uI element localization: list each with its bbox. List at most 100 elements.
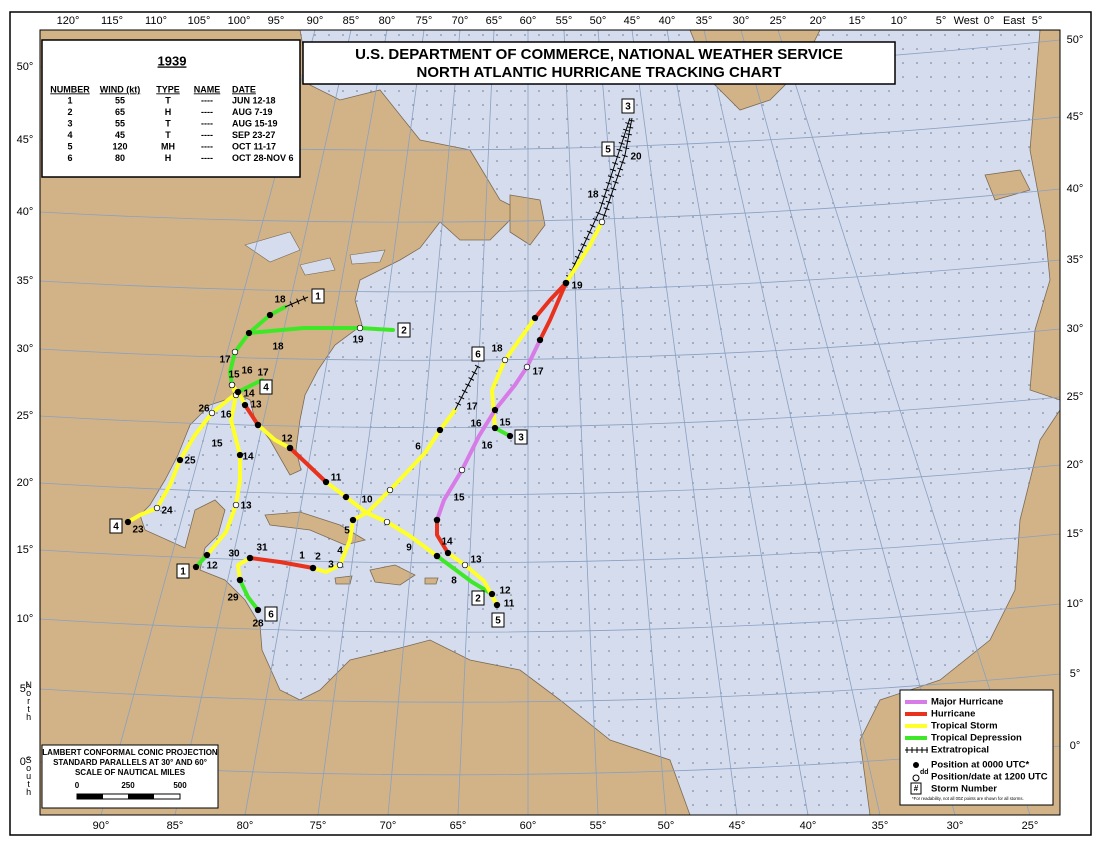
parallel bbox=[40, 464, 1060, 496]
americas bbox=[40, 30, 691, 815]
position-marker bbox=[356, 324, 364, 332]
latitude-label: 45° bbox=[17, 134, 34, 146]
legend-label: Major Hurricane bbox=[931, 697, 1003, 708]
latitude-label: 15° bbox=[1067, 528, 1084, 540]
longitude-label: 45° bbox=[624, 15, 641, 27]
day-label: 28 bbox=[252, 619, 264, 630]
table-cell: ---- bbox=[201, 130, 213, 140]
table-cell: ---- bbox=[201, 141, 213, 151]
latitude-label: 35° bbox=[17, 275, 34, 287]
storm-number-box bbox=[621, 98, 635, 114]
hemisphere-label: North bbox=[24, 680, 34, 720]
legend-box-symbol bbox=[910, 782, 922, 795]
legend-label: Storm Number bbox=[931, 784, 997, 795]
storm-number-box bbox=[259, 379, 273, 395]
extratropical-cross bbox=[589, 224, 596, 228]
longitude-label: 65° bbox=[450, 820, 467, 832]
parallel bbox=[40, 396, 1060, 429]
extratropical-track bbox=[565, 117, 631, 284]
table-header: WIND (kt) bbox=[100, 84, 141, 94]
day-label: 9 bbox=[406, 543, 412, 554]
extratropical-cross bbox=[616, 148, 623, 152]
legend-label: Tropical Depression bbox=[931, 733, 1022, 744]
legend-label: Position at 0000 UTC* bbox=[931, 760, 1029, 771]
extratropical-cross bbox=[612, 180, 619, 184]
longitude-label: 70° bbox=[452, 15, 469, 27]
projection-text: STANDARD PARALLELS AT 30° AND 60° bbox=[53, 758, 207, 767]
extratropical-cross bbox=[627, 126, 634, 129]
table-cell: 55 bbox=[115, 118, 125, 128]
table-cell: ---- bbox=[201, 95, 213, 105]
extratropical-cross bbox=[612, 162, 619, 165]
day-label: 10 bbox=[361, 495, 373, 506]
position-marker bbox=[309, 564, 317, 572]
coordinate-labels: 120° 115° 110° 105° 100° 95° 90° 85° 80° 75° 70° 65… bbox=[17, 15, 1084, 832]
longitude-label: 75° bbox=[416, 15, 433, 27]
day-label: 13 bbox=[470, 555, 482, 566]
day-label: 24 bbox=[161, 506, 173, 517]
meridian bbox=[597, 30, 667, 815]
extratropical-track bbox=[601, 117, 633, 223]
meridian bbox=[777, 30, 1031, 815]
track-segment bbox=[205, 383, 242, 557]
storm-number-box bbox=[471, 346, 485, 362]
longitude-label: 75° bbox=[310, 820, 327, 832]
day-label: 15 bbox=[211, 439, 223, 450]
day-label: 13 bbox=[250, 400, 262, 411]
latitude-label: 50° bbox=[17, 61, 34, 73]
day-label: 17 bbox=[257, 368, 269, 379]
table-cell: H bbox=[165, 107, 172, 117]
parallel bbox=[40, 533, 1060, 564]
extratropical-cross bbox=[465, 383, 471, 388]
storm-number-box bbox=[601, 141, 615, 157]
extratropical-cross bbox=[624, 140, 631, 143]
header-box bbox=[302, 41, 896, 85]
legend-label: Extratropical bbox=[931, 745, 989, 756]
meridian bbox=[703, 30, 881, 815]
track-segment bbox=[435, 518, 450, 555]
position-marker bbox=[208, 409, 216, 417]
longitude-label: 110° bbox=[145, 15, 167, 27]
track-segment bbox=[533, 281, 568, 320]
day-label: 18 bbox=[274, 295, 286, 306]
table-cell: AUG 15-19 bbox=[232, 118, 278, 128]
track-segment bbox=[538, 281, 568, 342]
table-cell: 2 bbox=[67, 107, 72, 117]
day-label: 13 bbox=[240, 501, 252, 512]
extratropical-cross bbox=[605, 181, 612, 185]
longitude-label: 90° bbox=[307, 15, 324, 27]
track-segment bbox=[324, 480, 439, 558]
legend-label: Tropical Storm bbox=[931, 721, 998, 732]
position-marker bbox=[444, 549, 452, 557]
track-segment bbox=[311, 408, 457, 574]
jamaica bbox=[334, 575, 353, 585]
position-marker bbox=[501, 356, 509, 364]
day-label: 23 bbox=[132, 525, 144, 536]
day-label: 14 bbox=[242, 452, 254, 463]
legend-footnote: *For readability, not all 00Z points are… bbox=[912, 796, 1024, 801]
day-label: 1 bbox=[299, 551, 305, 562]
extratropical-cross bbox=[610, 187, 617, 191]
day-label: 12 bbox=[499, 586, 511, 597]
storm-number: 6 bbox=[475, 350, 481, 361]
extratropical-cross bbox=[610, 168, 617, 172]
extratropical-cross bbox=[471, 370, 478, 375]
legend-dot bbox=[912, 774, 920, 782]
table-cell: OCT 28-NOV 6 bbox=[232, 153, 294, 163]
parallel bbox=[40, 259, 1060, 293]
position-marker bbox=[254, 606, 262, 614]
day-label: 19 bbox=[352, 335, 364, 346]
longitude-label: 15° bbox=[849, 15, 866, 27]
track-segment bbox=[236, 556, 252, 582]
table-cell: MH bbox=[161, 141, 175, 151]
meridian bbox=[457, 30, 495, 815]
storm-number: 4 bbox=[263, 383, 269, 394]
position-marker bbox=[491, 406, 499, 414]
meridian bbox=[631, 30, 738, 815]
europe bbox=[1029, 30, 1060, 401]
longitude-label: 30° bbox=[947, 820, 964, 832]
storm-number: 5 bbox=[495, 616, 501, 627]
longitude-label: 80° bbox=[379, 15, 396, 27]
